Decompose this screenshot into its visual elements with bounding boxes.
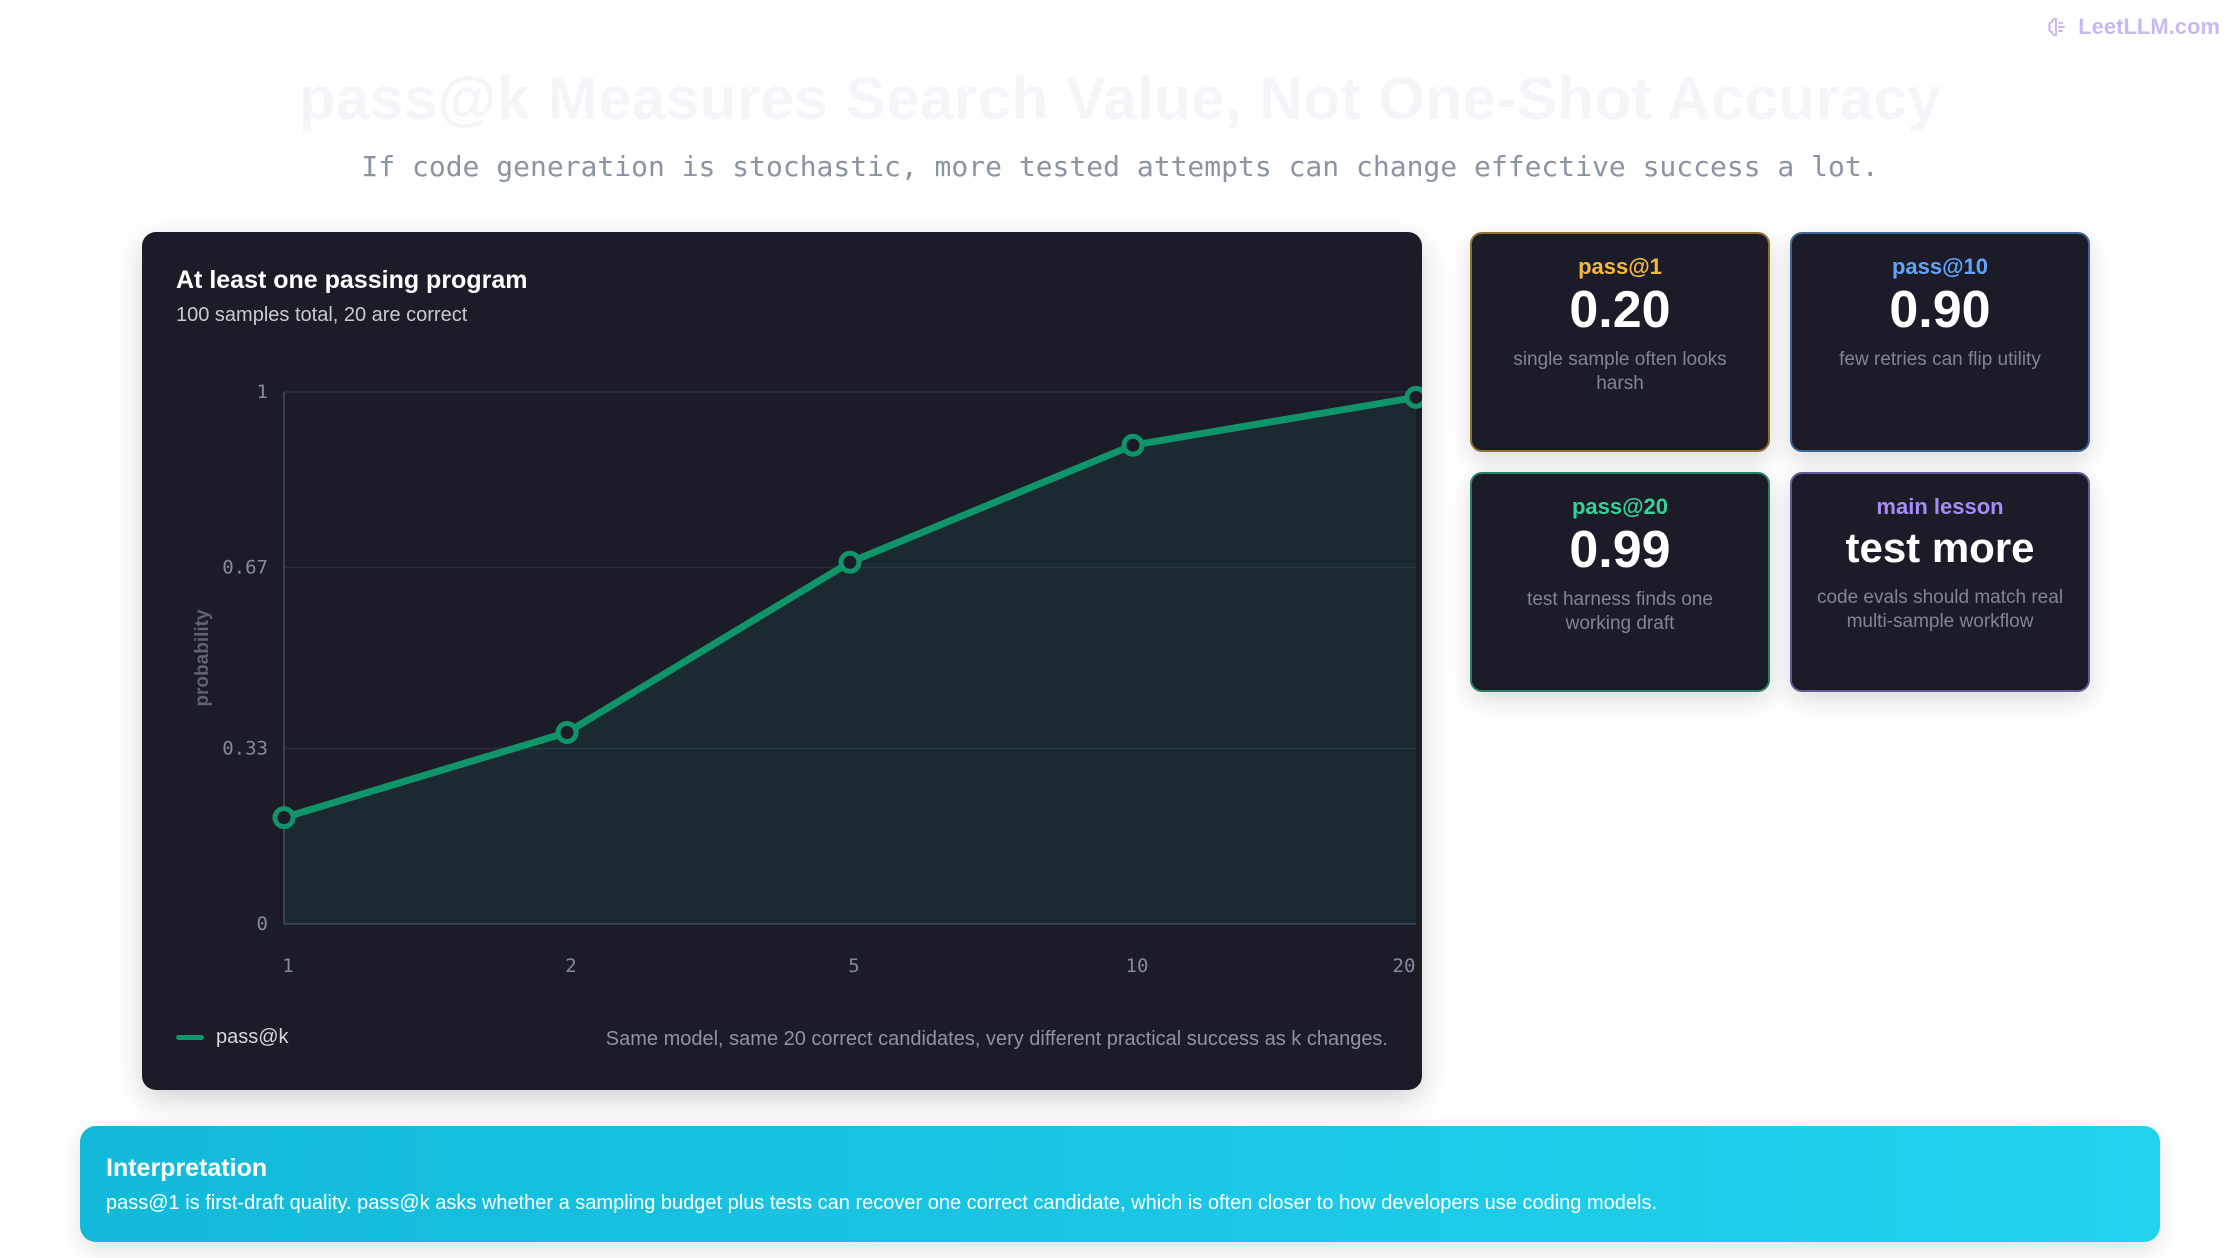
card-label: main lesson (1876, 494, 2004, 519)
data-point (838, 550, 862, 574)
interpretation-banner: Interpretation pass@1 is first-draft qua… (80, 1126, 2160, 1242)
y-tick-label: 0.67 (222, 557, 268, 579)
series-area (284, 397, 1416, 924)
data-point (1121, 433, 1145, 457)
chart-panel: At least one passing program 100 samples… (142, 232, 1422, 1090)
card-pass-at-10: pass@10 0.90 few retries can flip utilit… (1790, 232, 2090, 452)
y-axis-label: probability (192, 609, 213, 707)
brand-logo[interactable]: LeetLLM.com (2046, 14, 2220, 40)
card-label: pass@10 (1891, 254, 1989, 279)
card-pass-at-20: pass@20 0.99 test harness finds one work… (1470, 472, 1770, 692)
x-tick-label: 5 (848, 955, 859, 977)
card-description: few retries can flip utility (1839, 349, 2041, 370)
card-description: test harness finds one working draft (1527, 589, 1713, 634)
page-title: pass@k Measures Search Value, Not One-Sh… (298, 65, 1942, 132)
x-tick-label: 1 (282, 955, 293, 977)
chart-subtitle: 100 samples total, 20 are correct (176, 304, 468, 326)
brand-text: LeetLLM.com (2078, 14, 2220, 39)
legend-swatch (176, 1035, 204, 1040)
card-pass-at-1: pass@1 0.20 single sample often looks ha… (1470, 232, 1770, 452)
y-tick-label: 0.33 (222, 737, 268, 759)
x-tick-label: 20 (1393, 955, 1416, 977)
data-point (272, 806, 296, 830)
page-subtitle: If code generation is stochastic, more t… (361, 150, 1879, 183)
card-value: 0.20 (1569, 281, 1671, 339)
brain-icon (2048, 18, 2066, 36)
chart-note: Same model, same 20 correct candidates, … (605, 1028, 1388, 1050)
interpretation-text: pass@1 is first-draft quality. pass@k as… (106, 1192, 1658, 1214)
x-tick-label: 10 (1126, 955, 1149, 977)
card-label: pass@1 (1578, 254, 1662, 279)
pass-at-k-chart: 0 0.33 0.67 1 1 2 5 10 20 probability (192, 381, 1422, 977)
card-label: pass@20 (1571, 494, 1669, 519)
x-tick-label: 2 (565, 955, 576, 977)
card-value: test more (1845, 524, 2035, 571)
legend-label: pass@k (216, 1026, 289, 1048)
y-tick-label: 1 (257, 381, 268, 403)
card-main-lesson: main lesson test more code evals should … (1790, 472, 2090, 692)
y-tick-label: 0 (257, 913, 268, 935)
chart-legend: pass@k (176, 1026, 289, 1049)
card-description: single sample often looks harsh (1513, 349, 1727, 394)
card-value: 0.99 (1569, 521, 1671, 579)
data-point (555, 720, 579, 744)
chart-title: At least one passing program (176, 266, 528, 294)
data-point (1404, 385, 1422, 409)
card-description: code evals should match real multi-sampl… (1816, 587, 2064, 632)
interpretation-title: Interpretation (106, 1154, 268, 1182)
card-value: 0.90 (1889, 281, 1991, 339)
